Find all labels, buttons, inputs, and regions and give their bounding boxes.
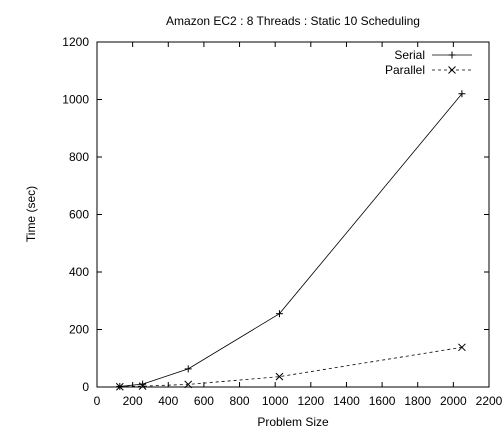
legend-label-parallel: Parallel	[385, 63, 425, 77]
series-layer	[115, 90, 466, 391]
data-point-parallel	[115, 382, 124, 391]
series-line-serial	[119, 93, 463, 387]
y-tick-label: 600	[69, 208, 89, 222]
data-point-serial	[458, 90, 466, 98]
x-tick-label: 0	[94, 394, 101, 408]
x-tick-label: 2000	[440, 394, 467, 408]
x-tick-label: 1400	[333, 394, 360, 408]
data-point-parallel	[458, 343, 466, 352]
x-tick-label: 1800	[404, 394, 431, 408]
x-tick-label: 400	[158, 394, 178, 408]
marker-stroke	[184, 380, 193, 389]
plot-border	[96, 41, 490, 388]
marker-stroke	[138, 382, 147, 390]
marker-stroke	[275, 372, 284, 381]
data-point-serial	[184, 365, 192, 373]
x-tick-label: 1600	[369, 394, 396, 408]
legend-item-serial: Serial	[394, 48, 472, 62]
x-tick-label: 1000	[262, 394, 289, 408]
legend-label-serial: Serial	[394, 48, 425, 62]
data-point-serial	[275, 310, 283, 318]
y-tick-label: 200	[69, 323, 89, 337]
chart-title: Amazon EC2 : 8 Threads : Static 10 Sched…	[166, 14, 420, 28]
x-axis-label: Problem Size	[257, 415, 329, 429]
marker-stroke	[448, 66, 456, 74]
data-point-parallel	[275, 372, 284, 381]
x-tick-label: 200	[123, 394, 143, 408]
y-axis-label: Time (sec)	[24, 186, 38, 242]
series-line-parallel	[119, 346, 462, 388]
x-tick-label: 600	[194, 394, 214, 408]
x-tick-label: 800	[230, 394, 250, 408]
axis-ticks: 0 200 400 600 800 1000 1200 1400 1600 1800 2000 220…	[62, 35, 502, 408]
series-serial	[116, 90, 466, 390]
data-point-parallel	[184, 380, 193, 389]
legend-marker-parallel	[448, 66, 456, 74]
y-tick-label: 0	[82, 380, 89, 394]
y-tick-label: 400	[69, 265, 89, 279]
y-tick-label: 800	[69, 150, 89, 164]
legend-item-parallel: Parallel	[385, 63, 472, 77]
x-tick-label: 1200	[297, 394, 324, 408]
plot-frame	[96, 41, 490, 388]
data-point-parallel	[138, 382, 147, 390]
x-tick-label: 2200	[476, 394, 503, 408]
marker-stroke	[115, 382, 124, 391]
marker-stroke	[458, 343, 466, 352]
y-tick-label: 1200	[62, 35, 89, 49]
legend-marker-serial	[448, 51, 456, 59]
series-parallel	[115, 343, 466, 391]
y-tick-label: 1000	[62, 93, 89, 107]
